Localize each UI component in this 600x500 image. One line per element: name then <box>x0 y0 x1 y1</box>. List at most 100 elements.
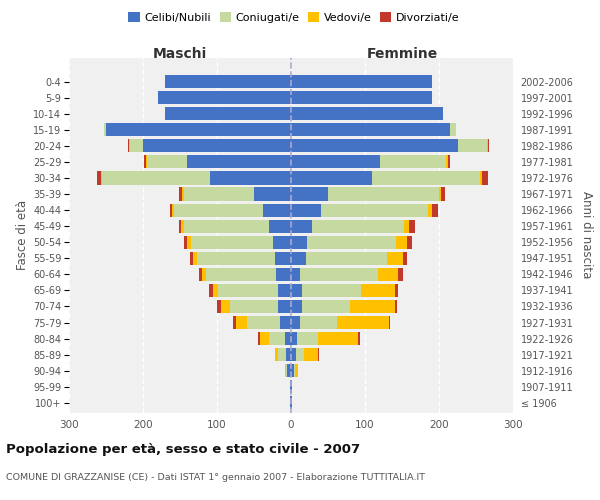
Bar <box>291 364 294 378</box>
Bar <box>97 172 101 184</box>
Bar <box>172 204 174 216</box>
Bar <box>202 268 206 281</box>
Bar <box>300 316 337 329</box>
Bar <box>102 172 209 184</box>
Bar <box>291 172 373 184</box>
Bar <box>291 140 458 152</box>
Bar <box>439 188 441 200</box>
Bar <box>191 236 272 249</box>
Bar <box>302 284 361 297</box>
Bar <box>230 300 278 313</box>
Y-axis label: Anni di nascita: Anni di nascita <box>580 192 593 278</box>
Bar <box>291 300 302 313</box>
Bar <box>209 284 212 297</box>
Bar <box>144 156 146 168</box>
Bar <box>286 348 291 362</box>
Bar <box>269 220 291 233</box>
Text: Femmine: Femmine <box>367 46 437 60</box>
Bar <box>398 268 403 281</box>
Bar <box>291 156 380 168</box>
Bar <box>404 220 409 233</box>
Bar <box>287 364 291 378</box>
Bar <box>296 348 304 362</box>
Bar <box>446 156 448 168</box>
Bar <box>158 91 291 104</box>
Bar <box>184 188 254 200</box>
Bar <box>254 188 291 200</box>
Bar <box>395 284 398 297</box>
Bar <box>291 348 296 362</box>
Bar <box>179 220 181 233</box>
Bar <box>361 284 395 297</box>
Bar <box>387 252 403 265</box>
Bar <box>291 236 307 249</box>
Bar <box>458 140 487 152</box>
Text: Maschi: Maschi <box>153 46 207 60</box>
Bar <box>291 268 300 281</box>
Bar <box>396 236 407 249</box>
Bar <box>275 252 291 265</box>
Bar <box>170 204 172 216</box>
Bar <box>179 188 182 200</box>
Bar <box>291 123 450 136</box>
Y-axis label: Fasce di età: Fasce di età <box>16 200 29 270</box>
Bar <box>307 236 396 249</box>
Bar <box>480 172 482 184</box>
Bar <box>431 204 437 216</box>
Bar <box>407 236 412 249</box>
Bar <box>278 348 286 362</box>
Legend: Celibi/Nubili, Coniugati/e, Vedovi/e, Divorziati/e: Celibi/Nubili, Coniugati/e, Vedovi/e, Di… <box>124 8 464 28</box>
Bar <box>187 156 291 168</box>
Bar <box>290 380 291 394</box>
Bar <box>403 252 407 265</box>
Bar <box>285 364 286 378</box>
Bar <box>428 204 431 216</box>
Bar <box>291 91 431 104</box>
Bar <box>276 268 291 281</box>
Bar <box>165 75 291 88</box>
Bar <box>235 316 247 329</box>
Bar <box>380 156 446 168</box>
Bar <box>193 252 197 265</box>
Bar <box>306 252 387 265</box>
Bar <box>377 268 398 281</box>
Bar <box>197 252 275 265</box>
Bar <box>297 332 317 345</box>
Bar <box>129 140 130 152</box>
Bar <box>106 123 291 136</box>
Bar <box>350 300 395 313</box>
Bar <box>302 300 350 313</box>
Bar <box>233 316 235 329</box>
Bar <box>101 172 102 184</box>
Bar <box>358 332 360 345</box>
Bar <box>291 284 302 297</box>
Bar <box>263 204 291 216</box>
Bar <box>128 140 129 152</box>
Bar <box>304 348 319 362</box>
Bar <box>300 268 377 281</box>
Bar <box>295 364 298 378</box>
Bar <box>218 284 278 297</box>
Bar <box>291 252 306 265</box>
Bar <box>199 268 202 281</box>
Bar <box>190 252 193 265</box>
Bar <box>165 107 291 120</box>
Bar <box>320 204 428 216</box>
Bar <box>291 332 297 345</box>
Bar <box>291 107 443 120</box>
Bar <box>291 396 292 409</box>
Bar <box>373 172 480 184</box>
Bar <box>269 332 285 345</box>
Bar <box>448 156 450 168</box>
Bar <box>104 123 106 136</box>
Bar <box>286 364 287 378</box>
Bar <box>275 348 278 362</box>
Bar <box>450 123 456 136</box>
Bar <box>221 300 230 313</box>
Bar <box>258 332 260 345</box>
Text: Popolazione per età, sesso e stato civile - 2007: Popolazione per età, sesso e stato civil… <box>6 442 360 456</box>
Bar <box>130 140 143 152</box>
Bar <box>278 300 291 313</box>
Bar <box>328 188 439 200</box>
Bar <box>174 204 263 216</box>
